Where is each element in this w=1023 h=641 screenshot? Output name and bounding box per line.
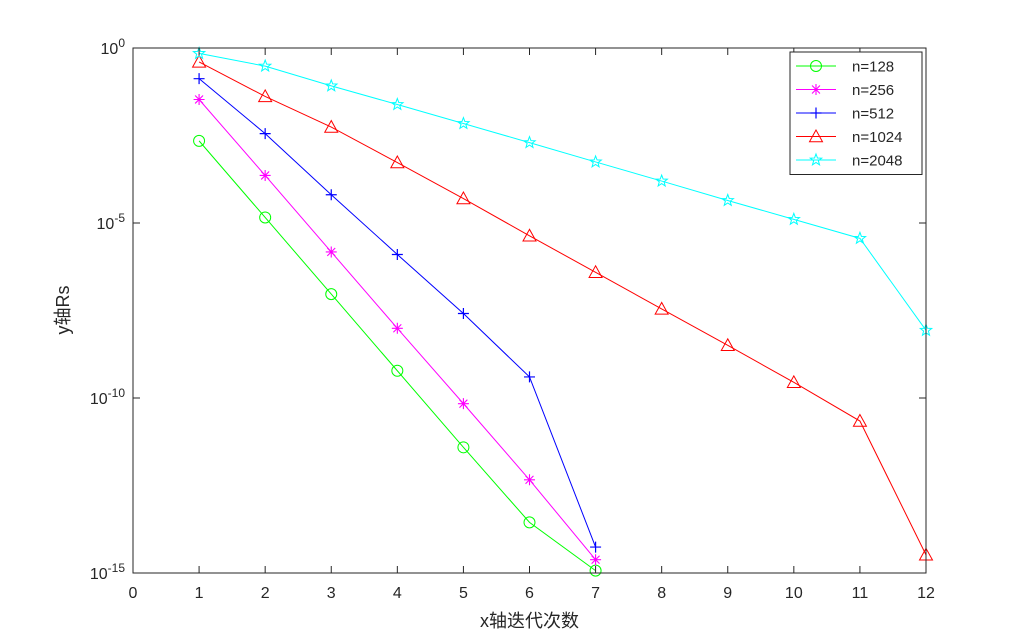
x-tick-label: 5: [459, 585, 468, 602]
legend-item: n=512: [796, 106, 894, 123]
data-point: [720, 337, 736, 352]
x-axis-label: x轴迭代次数: [480, 611, 579, 631]
data-point: [457, 441, 470, 454]
data-point: [588, 264, 603, 279]
data-point: [324, 78, 339, 92]
legend: n=128 n=256 n=512 n=1024 n=2048: [789, 51, 923, 175]
series-n=2048: [192, 45, 934, 337]
data-point: [457, 307, 469, 319]
legend-marker: [810, 107, 822, 119]
legend-item: n=256: [796, 82, 894, 99]
y-tick-base: 10: [90, 566, 108, 583]
data-point: [522, 228, 537, 242]
data-point: [457, 398, 469, 410]
data-point: [323, 119, 339, 133]
data-point: [590, 554, 602, 566]
data-point: [259, 128, 271, 140]
y-tick-label: 10-5: [97, 211, 126, 233]
series-layer: [191, 45, 934, 577]
data-point: [654, 301, 670, 315]
data-point: [325, 189, 337, 201]
x-tick-label: 12: [917, 585, 935, 602]
x-tick-label: 8: [657, 585, 666, 602]
data-point: [257, 88, 273, 103]
data-point: [259, 211, 272, 224]
legend-label: n=512: [852, 106, 894, 123]
data-point: [654, 173, 669, 188]
x-tick-label: 1: [195, 585, 204, 602]
y-tick-exponent: -10: [108, 386, 126, 400]
legend-marker: [810, 60, 822, 72]
y-tick-base: 10: [97, 216, 115, 233]
x-tick-label: 7: [591, 585, 600, 602]
y-tick-label: 10-15: [90, 561, 125, 583]
data-point: [456, 191, 471, 205]
y-tick-label: 10-10: [90, 386, 125, 408]
data-point: [391, 364, 404, 377]
x-tick-label: 4: [393, 585, 402, 602]
data-point: [192, 45, 207, 60]
series-line: [198, 52, 927, 331]
legend-label: n=128: [852, 59, 894, 76]
y-tick-exponent: 0: [118, 36, 125, 50]
data-point: [325, 288, 338, 301]
series-n=128: [193, 134, 602, 577]
data-point: [852, 230, 867, 245]
data-point: [259, 169, 271, 181]
x-tick-label: 3: [327, 585, 336, 602]
x-tick-label: 2: [261, 585, 270, 602]
legend-marker: [810, 84, 822, 95]
data-point: [390, 97, 405, 111]
data-point: [389, 154, 405, 169]
data-point: [191, 54, 207, 68]
series-n=1024: [191, 54, 934, 561]
x-tick-label: 9: [723, 585, 732, 602]
data-point: [524, 371, 535, 383]
legend-item: n=2048: [796, 153, 902, 170]
series-n=512: [193, 73, 602, 553]
data-point: [786, 374, 802, 389]
legend-item: n=1024: [796, 128, 902, 146]
series-n=256: [193, 93, 602, 566]
data-point: [325, 246, 337, 258]
data-point: [588, 154, 603, 168]
data-point: [193, 73, 205, 85]
legend-label: n=2048: [852, 153, 902, 170]
data-point: [391, 322, 403, 334]
data-point: [590, 541, 602, 553]
y-tick-base: 10: [101, 41, 119, 58]
x-tick-label: 10: [785, 585, 803, 602]
series-line: [198, 61, 927, 556]
x-tick-label: 6: [525, 585, 534, 602]
y-tick-base: 10: [90, 391, 108, 408]
legend-marker: [808, 152, 824, 167]
legend-item: n=128: [796, 59, 894, 76]
y-tick-exponent: -5: [114, 211, 125, 225]
data-point: [456, 116, 471, 130]
x-tick-label: 11: [852, 585, 869, 602]
data-point: [852, 413, 868, 427]
legend-label: n=1024: [852, 129, 902, 146]
legend-label: n=256: [852, 82, 894, 99]
y-tick-label: 100: [101, 36, 126, 58]
data-point: [786, 211, 801, 226]
data-point: [524, 474, 535, 486]
data-point: [193, 134, 206, 147]
data-point: [193, 93, 205, 105]
series-line: [198, 140, 596, 572]
data-point: [523, 516, 536, 529]
y-axis-label: y轴Rs: [53, 286, 73, 335]
y-tick-exponent: -15: [108, 561, 126, 575]
data-point: [522, 135, 537, 149]
data-point: [258, 58, 273, 73]
data-point: [720, 193, 735, 207]
x-tick-label: 0: [129, 585, 138, 602]
data-point: [391, 248, 403, 260]
legend-marker: [808, 128, 824, 143]
